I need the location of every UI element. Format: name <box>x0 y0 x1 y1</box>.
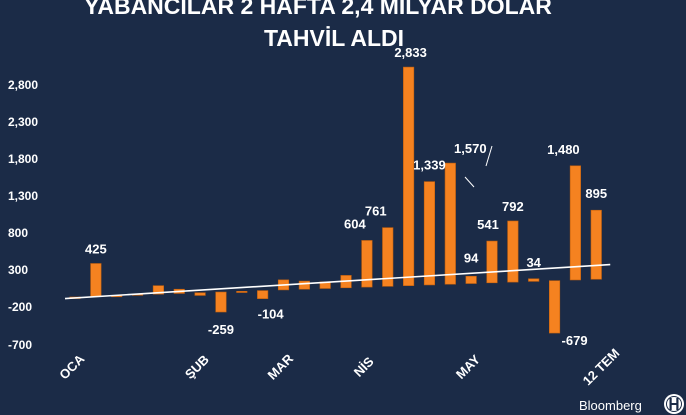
bar <box>444 162 456 285</box>
bar <box>257 290 269 299</box>
data-label: -104 <box>258 307 285 322</box>
data-label: 1,480 <box>547 142 580 157</box>
bar <box>361 240 373 288</box>
bar <box>569 165 581 281</box>
x-axis-ticks: OCA ŞUB MAR NİS MAY 12 TEM <box>56 345 622 388</box>
data-label: 1,339 <box>413 158 446 173</box>
x-tick-label: NİS <box>351 354 377 380</box>
y-tick-label: 800 <box>8 226 28 240</box>
y-tick-label: 1,800 <box>8 152 38 166</box>
bar <box>215 291 227 313</box>
x-tick-label: MAY <box>453 351 483 381</box>
data-label: 2,833 <box>394 45 427 60</box>
bar <box>507 220 519 283</box>
data-label: -259 <box>208 322 234 337</box>
bar <box>382 227 394 287</box>
label-connector <box>485 145 493 167</box>
x-tick-label: OCA <box>56 351 87 382</box>
bar <box>152 285 164 295</box>
bar <box>486 240 498 284</box>
y-axis-ticks: -700 -200 300 800 1,300 1,800 2,300 2,800 <box>8 78 38 352</box>
x-tick-label: MAR <box>265 351 297 383</box>
y-tick-label: -700 <box>8 338 32 352</box>
data-label: -679 <box>562 333 588 348</box>
x-tick-label: 12 TEM <box>580 345 623 388</box>
data-label: 792 <box>502 199 524 214</box>
x-tick-label: ŞUB <box>182 352 212 382</box>
brand-logo: Bloomberg <box>579 394 684 414</box>
data-label: 94 <box>464 250 479 265</box>
bloomberg-ht-logo-icon <box>664 394 684 414</box>
bar <box>194 292 206 296</box>
brand-label: Bloomberg <box>579 398 642 413</box>
bar <box>528 278 540 282</box>
bar <box>548 280 561 334</box>
y-tick-label: -200 <box>8 300 32 314</box>
data-label: 425 <box>85 242 107 257</box>
bar <box>236 291 248 293</box>
y-tick-label: 2,800 <box>8 78 38 92</box>
bar <box>590 209 602 280</box>
y-tick-label: 300 <box>8 263 28 277</box>
data-label: 604 <box>344 216 366 231</box>
bar <box>423 181 436 286</box>
bar <box>403 66 415 286</box>
bar <box>465 275 477 284</box>
bar <box>298 280 310 290</box>
trend-line <box>64 263 611 300</box>
data-label: 895 <box>585 186 607 201</box>
data-label: 34 <box>526 255 541 270</box>
label-connector <box>464 176 475 188</box>
chart-subtitle: TAHVİL ALDI <box>264 25 404 51</box>
data-label: 761 <box>365 204 387 219</box>
data-label: 1,570 <box>454 141 487 156</box>
data-label: 541 <box>477 217 499 232</box>
y-tick-label: 2,300 <box>8 115 38 129</box>
bar <box>90 263 102 297</box>
y-tick-label: 1,300 <box>8 189 38 203</box>
chart-title: YABANCILAR 2 HAFTA 2,4 MİLYAR DOLAR <box>84 0 552 19</box>
